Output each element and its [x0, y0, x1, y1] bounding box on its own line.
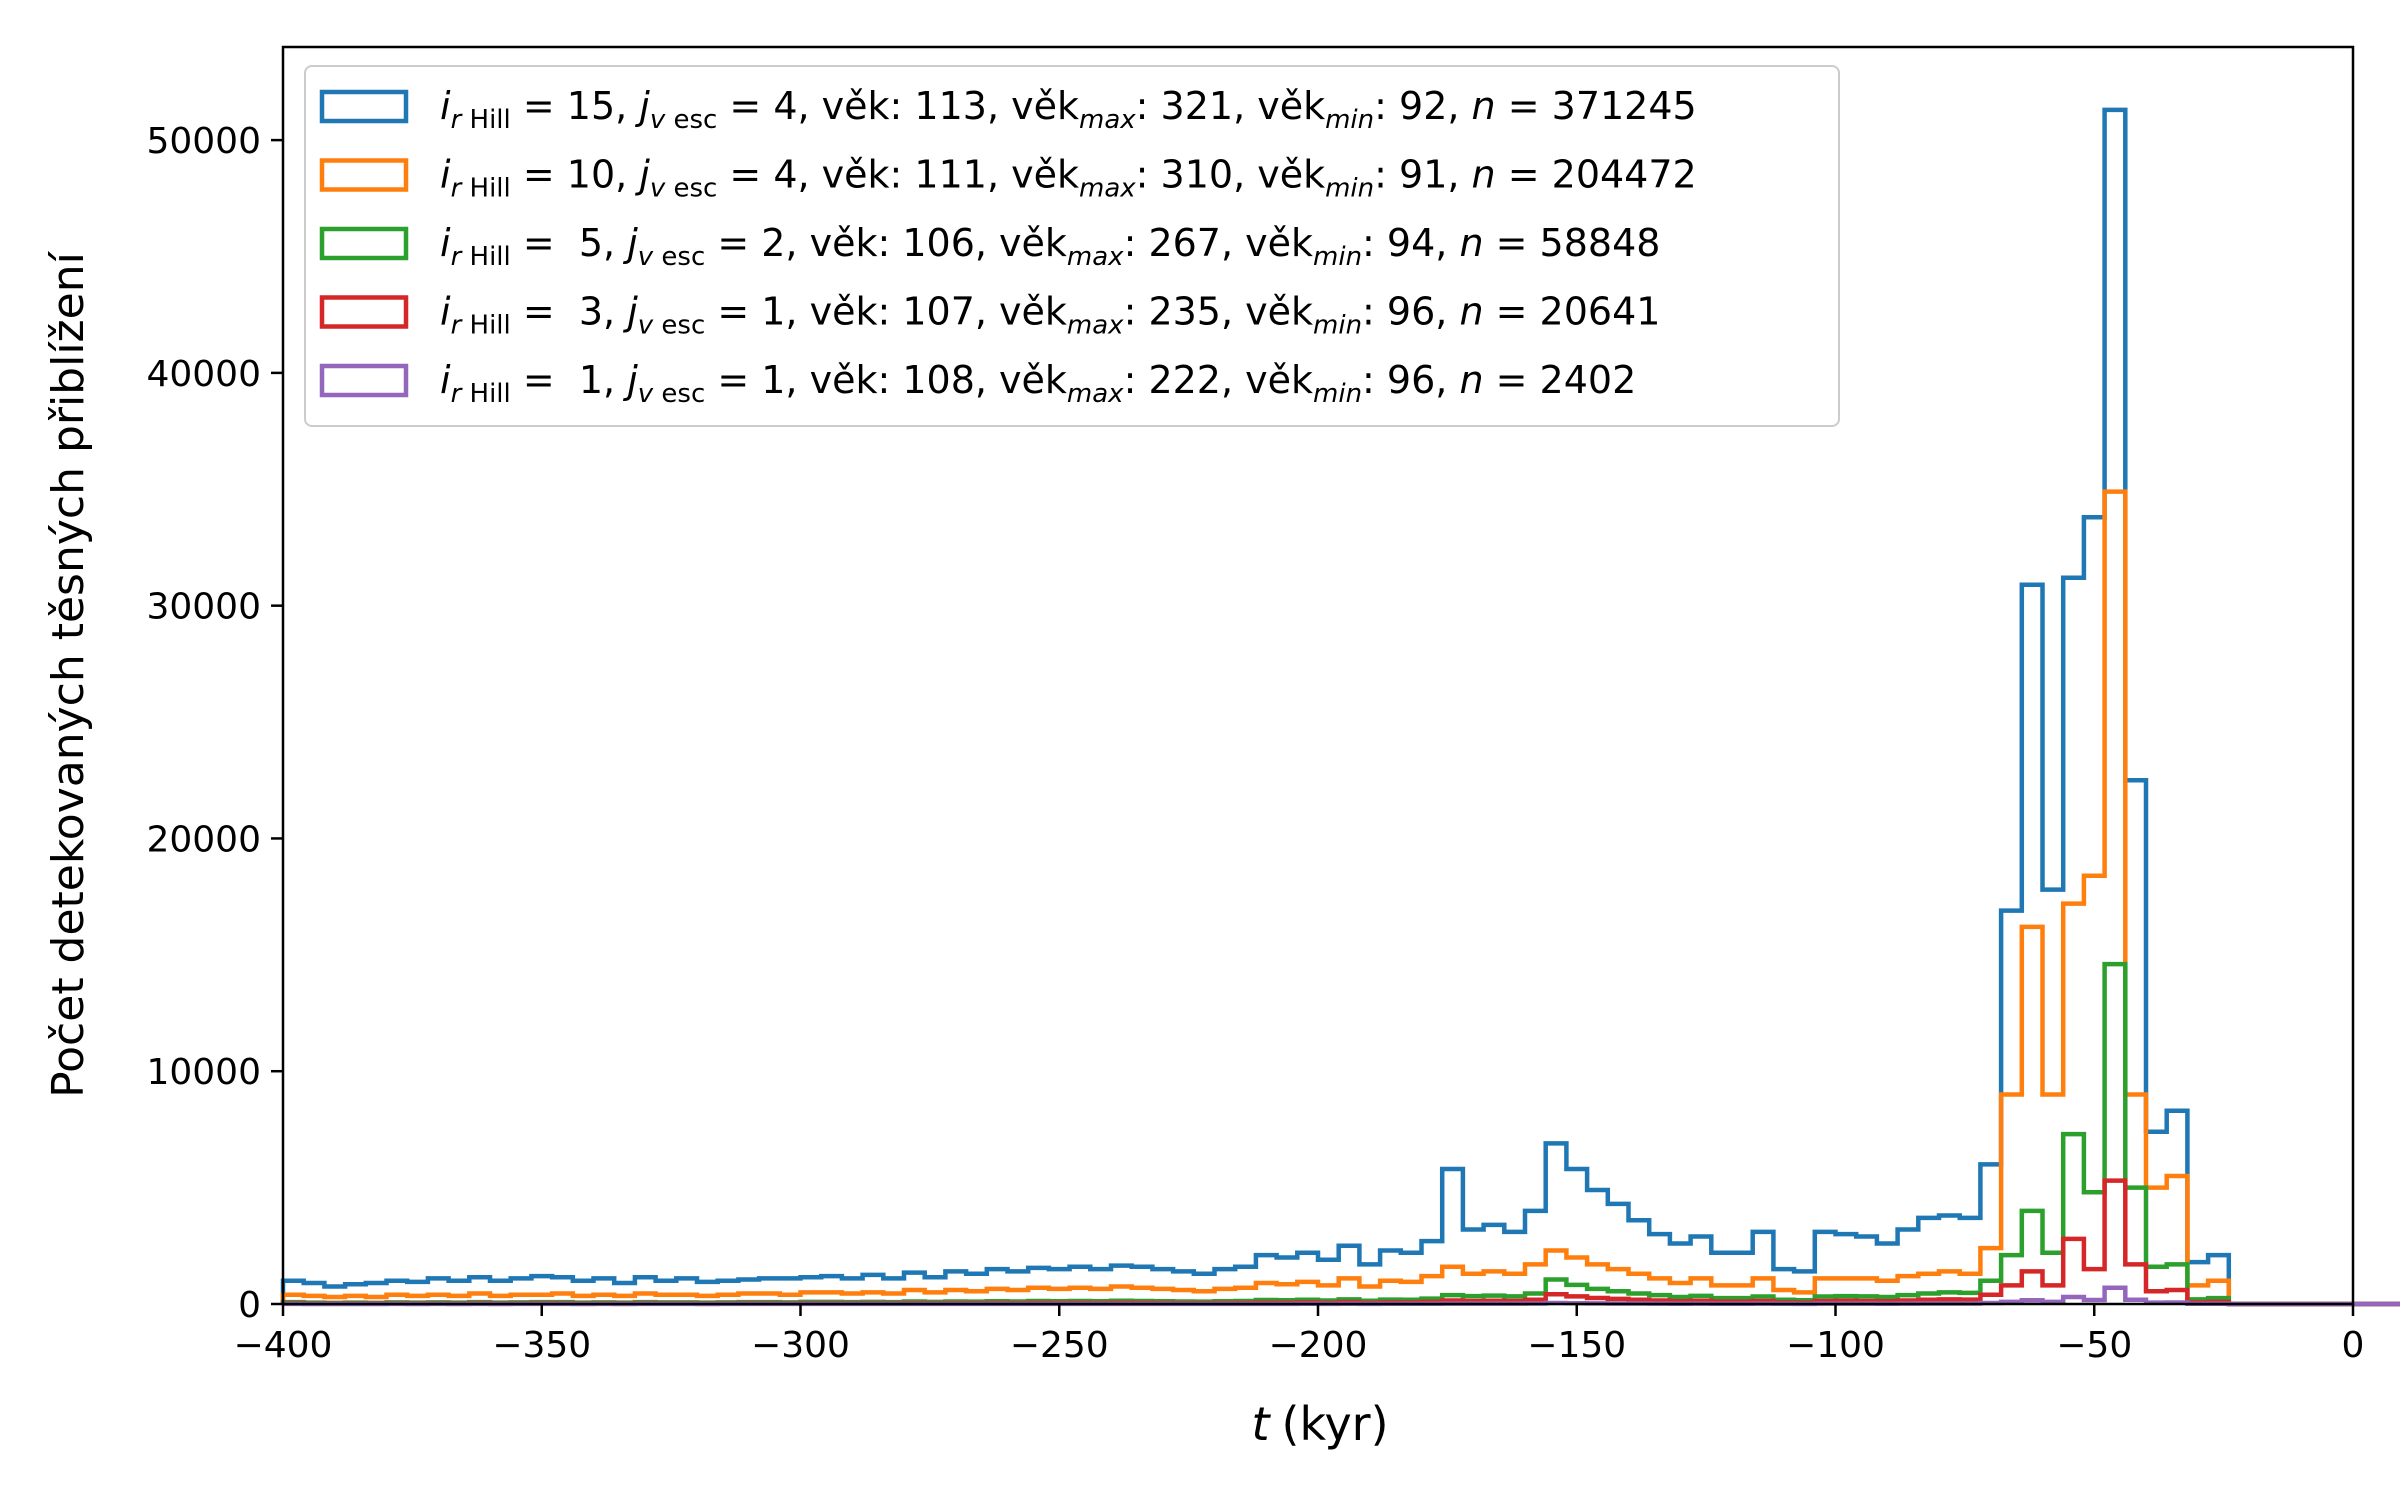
x-tick-label: −300: [751, 1325, 850, 1366]
axes-layer: −400 −350 −300 −250 −200 −150 −100 −50 0 0 10000 20…: [146, 45, 2365, 1366]
y-tick-label: 40000: [146, 354, 261, 395]
legend-entry-label: ir Hill = 3, jv esc = 1, věk: 107, věkma…: [440, 290, 1660, 341]
x-tick-label: −200: [1269, 1325, 1368, 1366]
legend-swatch: [319, 363, 409, 398]
y-tick-label: 0: [238, 1285, 261, 1326]
legend-swatch: [319, 295, 409, 329]
legend-swatch: [319, 158, 409, 192]
legend-entry-label: ir Hill = 1, jv esc = 1, věk: 108, věkma…: [440, 358, 1636, 409]
x-axis-label-unit: (kyr): [1282, 1397, 1389, 1451]
x-tick-label: −150: [1527, 1325, 1626, 1366]
y-axis-label: Počet detekovaných těsných přiblížení: [43, 250, 94, 1097]
legend-entry-label: ir Hill = 10, jv esc = 4, věk: 111, věkm…: [440, 153, 1697, 204]
y-tick-label: 50000: [146, 121, 261, 162]
x-tick-label: −100: [1786, 1325, 1885, 1366]
x-tick-label: −400: [234, 1325, 333, 1366]
legend-box: [304, 65, 1840, 427]
legend-swatch: [319, 226, 409, 261]
x-axis-label: t (kyr): [1251, 1397, 1388, 1451]
x-tick-label: −250: [1010, 1325, 1109, 1366]
legend-swatch: [319, 89, 409, 124]
x-tick-label: 0: [2342, 1325, 2365, 1366]
x-tick-label: −350: [492, 1325, 591, 1366]
y-tick-label: 10000: [146, 1052, 261, 1093]
legend-entry-label: ir Hill = 15, jv esc = 4, věk: 113, věkm…: [440, 84, 1697, 135]
x-tick-label: −50: [2056, 1325, 2132, 1366]
legend: ir Hill = 15, jv esc = 4, věk: 113, věkm…: [304, 65, 1840, 427]
y-tick-label: 20000: [146, 819, 261, 860]
y-tick-label: 30000: [146, 587, 261, 628]
x-axis-label-variable: t: [1251, 1397, 1271, 1451]
legend-entry-label: ir Hill = 5, jv esc = 2, věk: 106, věkma…: [440, 221, 1660, 272]
